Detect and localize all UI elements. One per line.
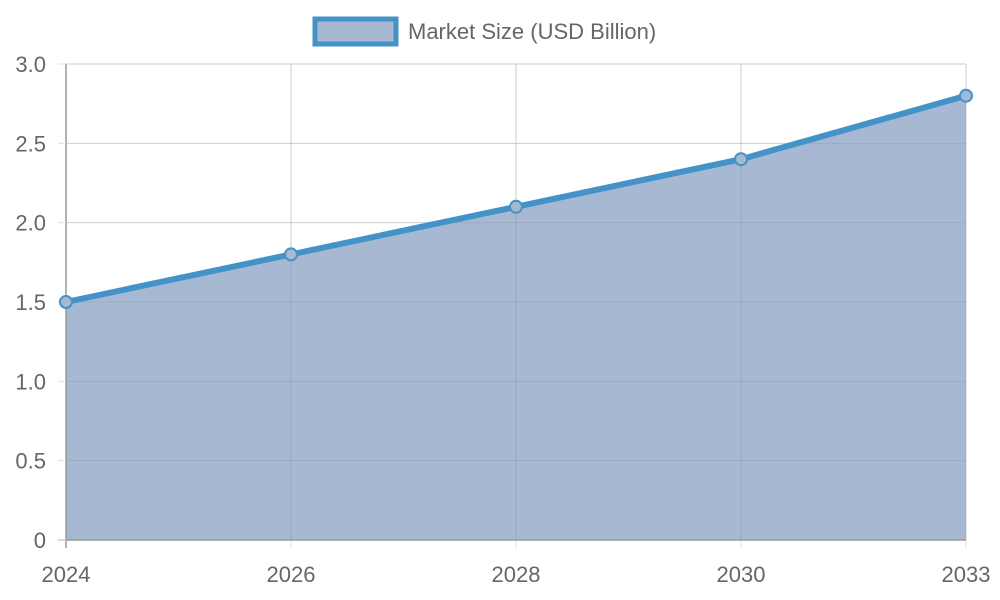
y-tick-label: 3.0 — [15, 52, 46, 77]
y-tick-label: 0 — [34, 528, 46, 553]
y-tick-label: 1.0 — [15, 369, 46, 394]
legend-swatch[interactable] — [312, 16, 399, 47]
x-tick-label: 2028 — [492, 562, 541, 587]
y-axis-ticks: 0 0.5 1.0 1.5 2.0 2.5 3.0 — [15, 52, 66, 553]
x-tick-label: 2030 — [717, 562, 766, 587]
data-point[interactable] — [734, 152, 748, 167]
y-tick-label: 2.5 — [15, 131, 46, 156]
x-axis-ticks: 2024 2026 2028 2030 2033 — [42, 562, 991, 587]
x-tick-label: 2033 — [942, 562, 991, 587]
area-fill — [66, 95, 966, 540]
data-point[interactable] — [509, 199, 523, 214]
x-tick-label: 2026 — [267, 562, 316, 587]
y-tick-label: 2.0 — [15, 211, 46, 236]
data-point[interactable] — [284, 247, 298, 262]
data-points — [59, 88, 973, 309]
area-layer — [65, 63, 967, 541]
legend[interactable]: Market Size (USD Billion) — [312, 16, 656, 47]
data-point[interactable] — [59, 295, 73, 309]
data-point[interactable] — [959, 88, 973, 103]
y-tick-label: 0.5 — [15, 449, 46, 474]
y-tick-label: 1.5 — [15, 290, 46, 315]
x-tick-label: 2024 — [42, 562, 91, 587]
legend-label[interactable]: Market Size (USD Billion) — [408, 19, 656, 44]
